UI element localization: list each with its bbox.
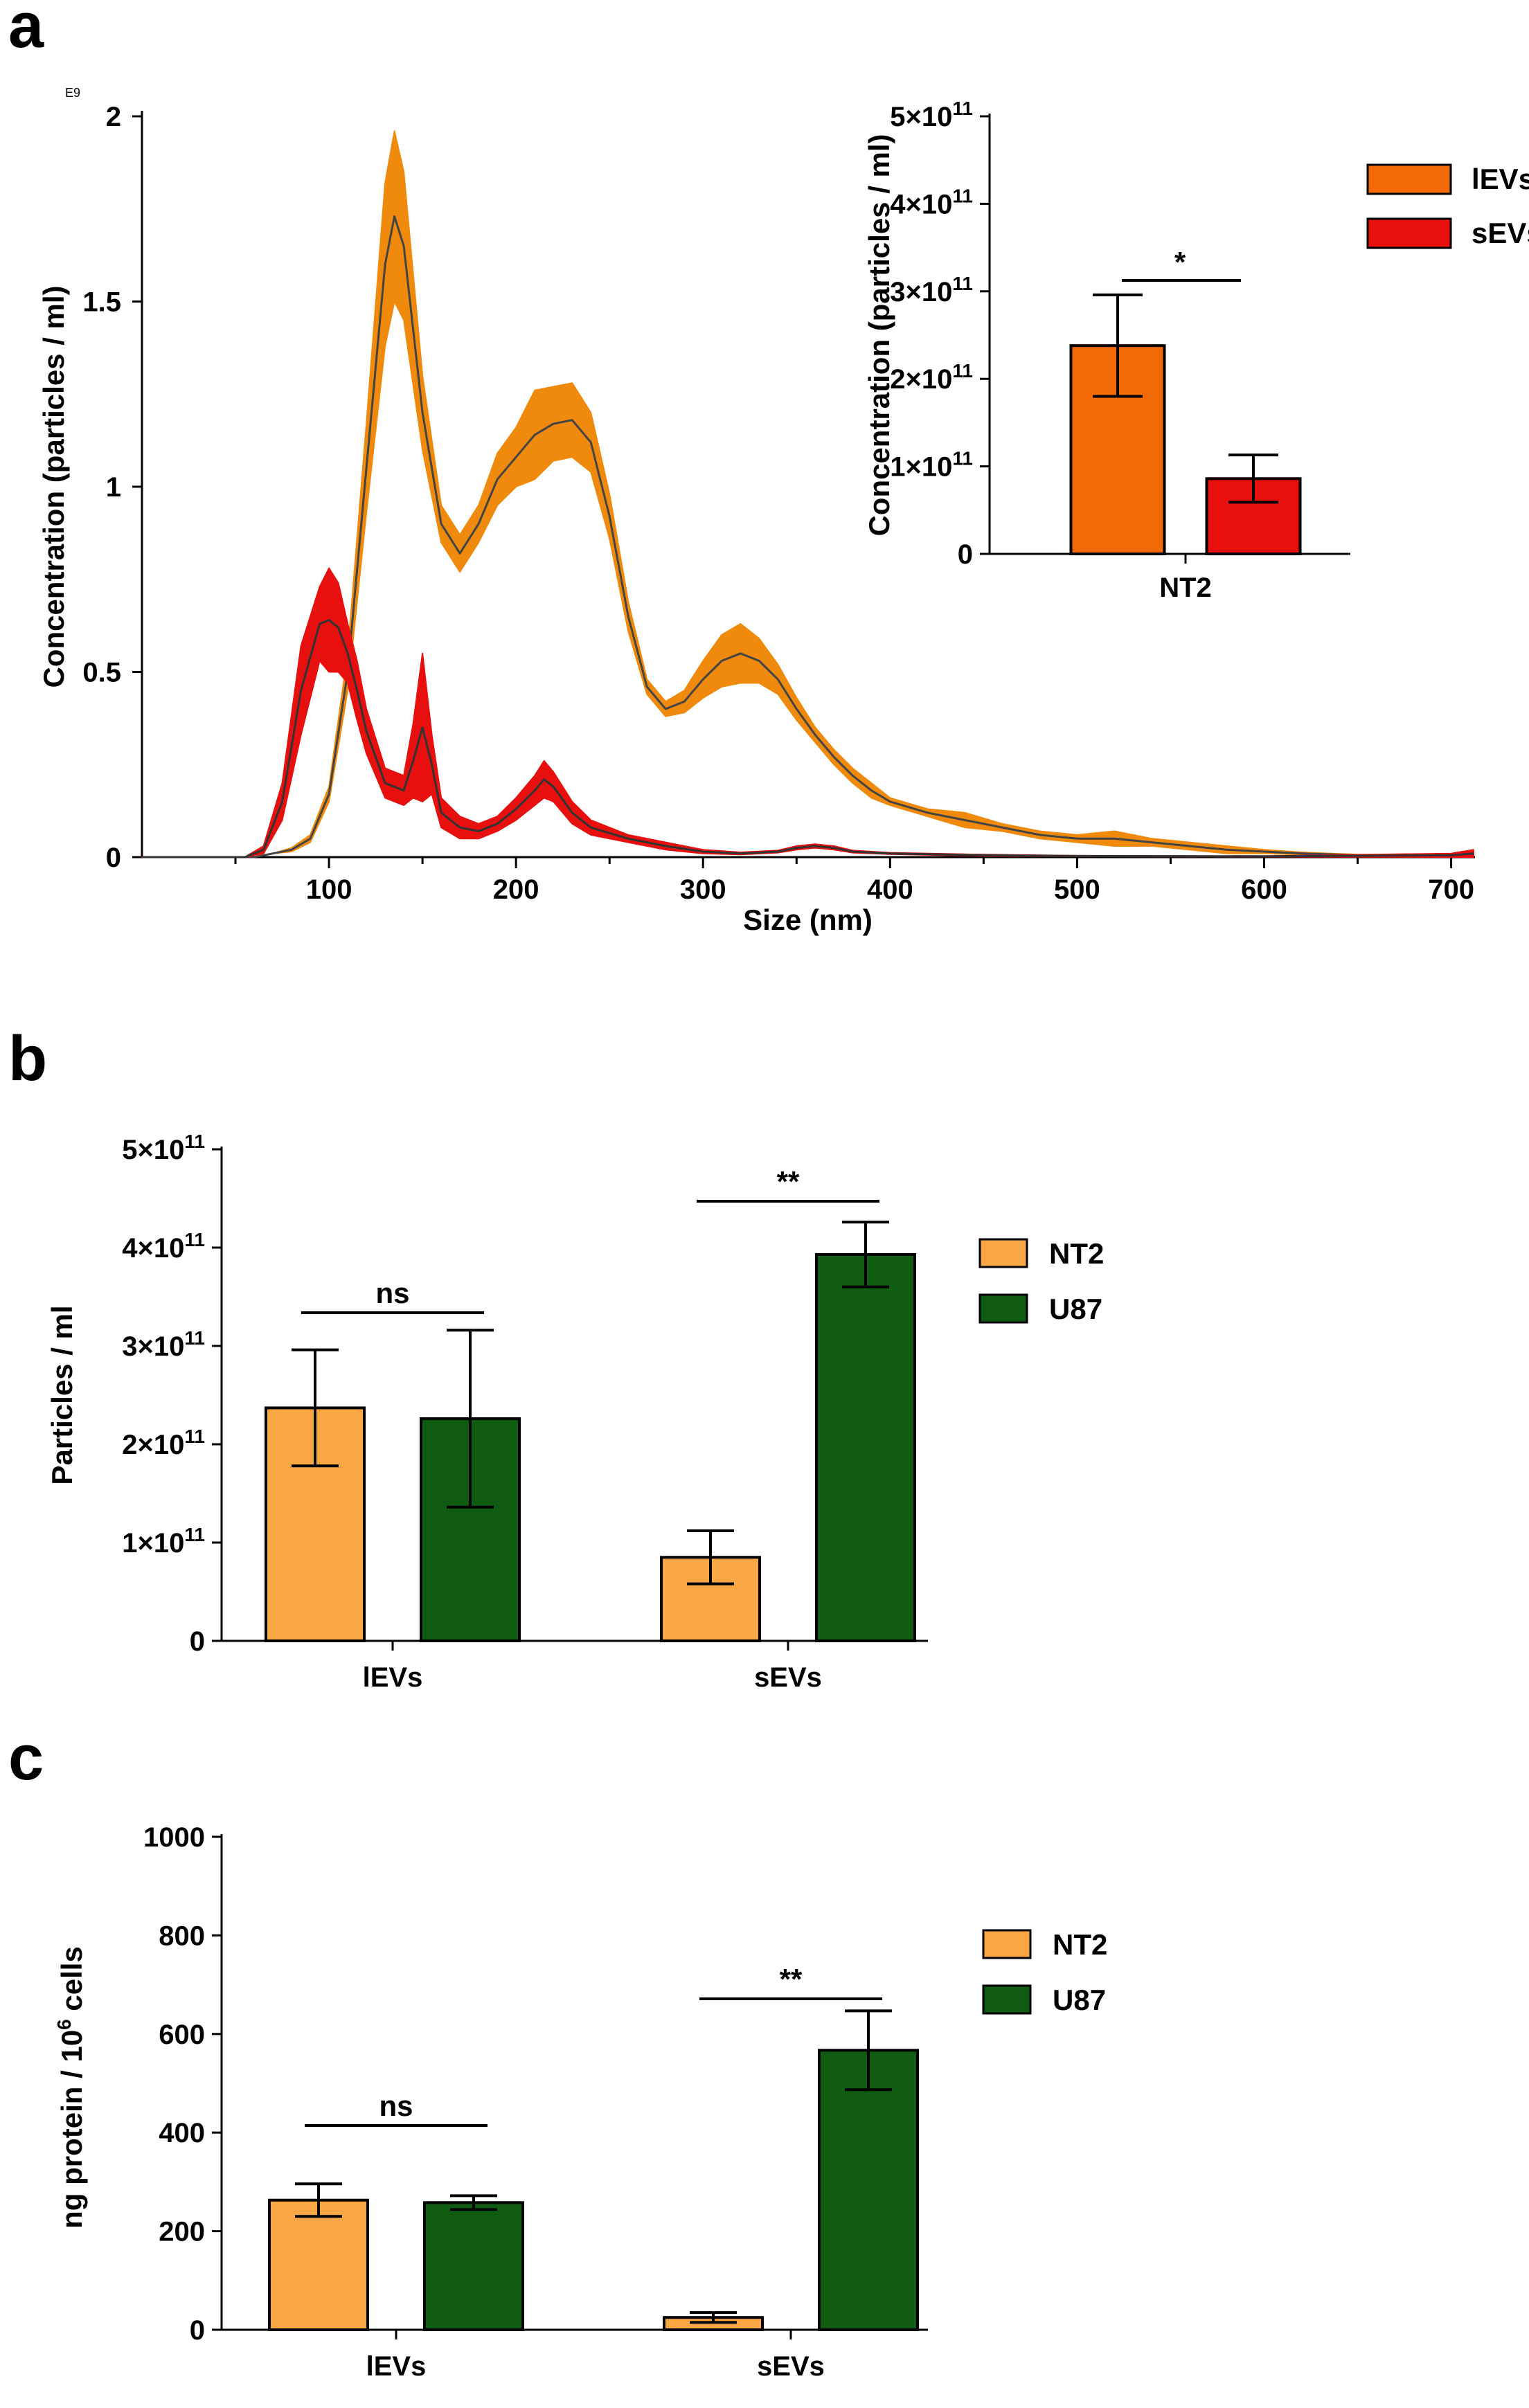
- legend-swatch-NT2: [982, 1929, 1032, 1959]
- y-tick-label: 0: [190, 1626, 205, 1657]
- series-band-sEVs: [141, 567, 1474, 858]
- bar-U87-sEVs: [818, 2049, 919, 2331]
- legend-swatch-U87: [982, 1984, 1032, 2015]
- y-tick-label: 0: [106, 843, 121, 873]
- inset-y-tick-label: 0: [958, 539, 973, 570]
- inset-y-tick-label: 1×1011: [890, 448, 973, 483]
- panel-a-chart: 0 0.5 1 1.5 2 100 200 300 400 500 600 700 E9 Size (nm…: [37, 86, 1529, 936]
- legend-swatch-lEVs: [1366, 163, 1452, 195]
- legend-label: lEVs: [1472, 163, 1529, 195]
- significance-label: ns: [379, 2090, 413, 2122]
- y-tick-label: 0.5: [82, 658, 121, 688]
- legend-swatch-U87: [978, 1293, 1028, 1324]
- inset-y-tick-label: 2×1011: [890, 360, 973, 395]
- x-tick-label: 600: [1241, 874, 1287, 905]
- y-tick-label: 2: [106, 102, 121, 132]
- series-mean-line-lEVs: [142, 215, 1474, 859]
- x-tick-label: 300: [680, 874, 726, 905]
- bar-NT2-sEVs: [660, 1556, 761, 1643]
- legend-label: NT2: [1049, 1237, 1104, 1270]
- inset-significance-label: *: [1174, 246, 1186, 278]
- inset-y-tick-label: 4×1011: [890, 185, 973, 219]
- y-tick-label: 1.5: [82, 287, 121, 318]
- y-axis-title: Concentration (particles / ml): [37, 285, 70, 688]
- legend-label: NT2: [1053, 1928, 1107, 1961]
- panel-a-inset-chart: 0 1×1011 2×1011 3×1011 4×1011 5×1011 NT2 * Conce…: [863, 98, 1350, 603]
- panel-label-a: a: [8, 0, 44, 61]
- legend-swatch-sEVs: [1366, 217, 1452, 249]
- inset-y-axis-title: Concentration (particles / ml): [863, 134, 895, 536]
- legend-label: U87: [1049, 1293, 1102, 1325]
- y-tick-label: 4×1011: [122, 1229, 205, 1264]
- x-tick-label: sEVs: [757, 2351, 825, 2382]
- inset-y-tick-label: 5×1011: [890, 98, 973, 132]
- y-tick-label: 0: [190, 2315, 205, 2346]
- y-tick-label: 1000: [143, 1822, 205, 1853]
- panel-label-c: c: [8, 1723, 44, 1793]
- y-axis-title: Particles / ml: [46, 1305, 78, 1484]
- significance-label: ns: [375, 1277, 409, 1309]
- y-tick-label: 600: [159, 2020, 205, 2050]
- bar-U87-lEVs: [423, 2201, 524, 2331]
- inset-y-tick-label: 3×1011: [890, 273, 973, 307]
- x-tick-label: 100: [306, 874, 352, 905]
- x-tick-label: lEVs: [363, 1662, 423, 1693]
- significance-label: **: [780, 1963, 803, 1995]
- panel-b-chart: 0 1×1011 2×1011 3×1011 4×1011 5×1011 lEVs ns sEV…: [46, 1131, 1104, 1693]
- bar-U87-sEVs: [815, 1252, 916, 1642]
- panel-label-b: b: [8, 1023, 47, 1094]
- series-mean-line-sEVs: [142, 619, 1474, 859]
- legend-label: sEVs: [1472, 217, 1529, 249]
- inset-x-tick-label: NT2: [1159, 573, 1212, 603]
- x-tick-label: 700: [1428, 874, 1474, 905]
- y-tick-label: 5×1011: [122, 1131, 205, 1165]
- y-tick-label: 1: [106, 472, 121, 503]
- legend-swatch-NT2: [978, 1238, 1028, 1268]
- legend-label: U87: [1053, 1984, 1106, 2016]
- y-tick-label: 2×1011: [122, 1426, 205, 1460]
- significance-label: **: [777, 1165, 800, 1198]
- bar-NT2-lEVs: [268, 2198, 369, 2331]
- x-tick-label: 200: [493, 874, 539, 905]
- panel-c-chart: 0 200 400 600 800 1000 lEVs ns sEVs ** NT2 U87 ng pr…: [53, 1822, 1107, 2382]
- y-tick-label: 1×1011: [122, 1524, 205, 1558]
- y-axis-title: ng protein / 106 cells: [53, 1946, 88, 2229]
- x-tick-label: sEVs: [754, 1662, 822, 1693]
- x-tick-label: 500: [1054, 874, 1100, 905]
- y-tick-label: 200: [159, 2217, 205, 2247]
- y-tick-label: 3×1011: [122, 1327, 205, 1362]
- x-tick-label: 400: [867, 874, 913, 905]
- y-tick-label: 400: [159, 2118, 205, 2148]
- y-tick-label: 800: [159, 1921, 205, 1951]
- x-tick-label: lEVs: [366, 2351, 427, 2382]
- x-axis-title: Size (nm): [743, 904, 873, 936]
- y-multiplier-label: E9: [65, 86, 80, 100]
